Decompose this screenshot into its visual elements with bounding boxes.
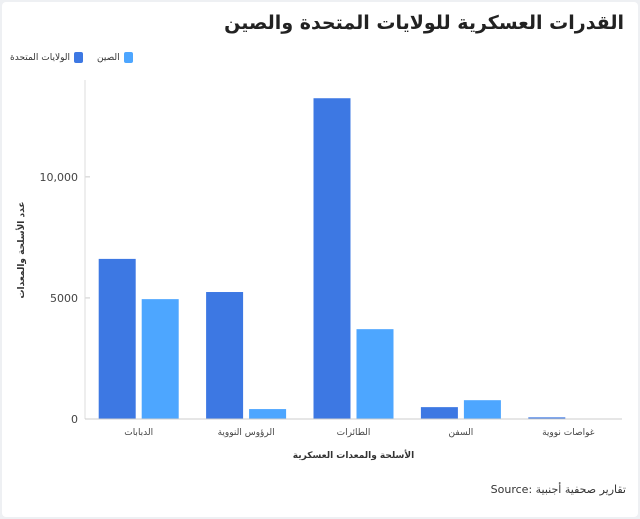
- legend-item-china[interactable]: الصين: [97, 52, 133, 63]
- y-tick-label: 10,000: [40, 171, 79, 184]
- x-category-label: الطائرات: [337, 428, 371, 438]
- y-axis-title: عدد الأسلحة والمعدات: [15, 202, 27, 299]
- x-category-label: الدبابات: [124, 428, 153, 438]
- bar-us: [528, 417, 566, 419]
- bar-china: [463, 400, 501, 419]
- legend-label-us: الولايات المتحدة: [10, 52, 71, 63]
- bar-us: [206, 292, 244, 419]
- legend-item-us[interactable]: الولايات المتحدة: [10, 52, 84, 63]
- x-category-label: الرؤوس النووية: [218, 428, 275, 438]
- source-note: تقارير صحفية أجنبية :Source: [490, 483, 626, 496]
- chart-title: القدرات العسكرية للولايات المتحدة والصين: [224, 12, 624, 34]
- legend-label-china: الصين: [97, 52, 120, 63]
- x-axis-title: الأسلحة والمعدات العسكرية: [293, 449, 414, 461]
- bar-china: [249, 409, 287, 419]
- bar-us: [420, 407, 458, 419]
- y-tick-label: 0: [71, 413, 78, 426]
- bar-china: [356, 329, 394, 419]
- x-category-label: غواصات نووية: [542, 428, 595, 438]
- x-category-label: السفن: [449, 428, 474, 438]
- y-tick-label: 5000: [50, 292, 78, 305]
- bar-us: [98, 258, 136, 419]
- legend-swatch-us: [74, 52, 84, 63]
- bar-china: [141, 299, 179, 419]
- bar-us: [313, 98, 351, 419]
- legend-swatch-china: [123, 52, 133, 63]
- legend: الولايات المتحدة الصين: [10, 52, 133, 63]
